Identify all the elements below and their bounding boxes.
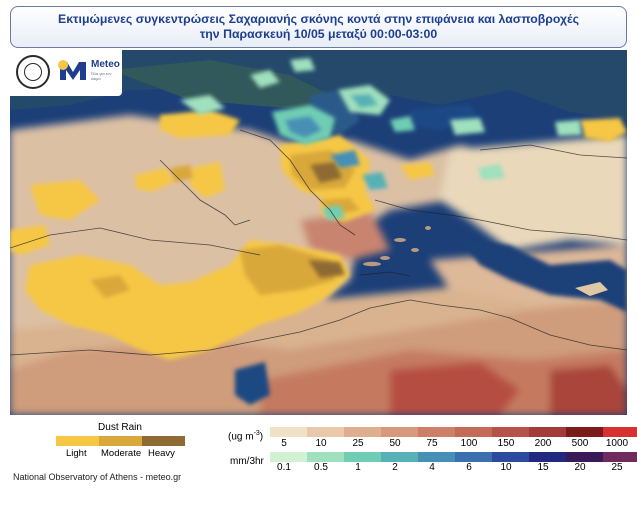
precip-tick-label: 0.5: [314, 462, 328, 473]
precip-swatch-7: [529, 452, 566, 462]
precip-tick-label: 4: [429, 462, 435, 473]
precip-tick-label: 15: [537, 462, 549, 473]
coastlines: [10, 129, 627, 356]
dust-rain-light-label: Light: [66, 448, 87, 459]
precip-tick-label: 25: [611, 462, 623, 473]
concentration-tick-label: 200: [534, 438, 552, 449]
precip-tick-label: 1: [355, 462, 361, 473]
concentration-swatch-7: [529, 427, 566, 437]
concentration-swatch-9: [603, 427, 637, 437]
concentration-swatch-5: [455, 427, 492, 437]
concentration-tick-label: 75: [426, 438, 438, 449]
map-title: Εκτιμώμενες συγκεντρώσεις Σαχαριανής σκό…: [10, 6, 627, 48]
dust-rain-moderate-label: Moderate: [101, 448, 142, 459]
dust-forecast-map: [10, 50, 627, 415]
balkan-land: [110, 60, 340, 110]
dust-rain-light-swatch: [56, 436, 99, 446]
precip-swatch-0: [270, 452, 307, 462]
dust-rain-heavy: [308, 162, 345, 278]
precip-swatch-5: [455, 452, 492, 462]
concentration-tick-label: 25: [352, 438, 364, 449]
precip-swatch-8: [566, 452, 603, 462]
meteo-logo-text: Meteo: [91, 59, 120, 70]
concentration-tick-label: 50: [389, 438, 401, 449]
meteo-logo-icon: [58, 60, 86, 80]
concentration-tick-label: 100: [460, 438, 478, 449]
dust-rain-legend-title: Dust Rain: [98, 422, 142, 433]
concentration-tick-label: 500: [571, 438, 589, 449]
precip-tick-label: 0.1: [277, 462, 291, 473]
concentration-swatch-6: [492, 427, 529, 437]
cyprus-island: [575, 282, 608, 296]
precip-swatch-2: [344, 452, 381, 462]
precip-tick-label: 6: [466, 462, 472, 473]
concentration-swatch-3: [381, 427, 418, 437]
precip-swatch-6: [492, 452, 529, 462]
aegean-islands: [363, 226, 431, 267]
credit-text: National Observatory of Athens - meteo.g…: [13, 472, 182, 482]
map-title-line2: την Παρασκευή 10/05 μεταξύ 00:00-03:00: [199, 27, 438, 41]
precip-tick-label: 2: [392, 462, 398, 473]
concentration-swatch-4: [418, 427, 455, 437]
map-title-line1: Εκτιμώμενες συγκεντρώσεις Σαχαριανής σκό…: [58, 12, 579, 26]
concentration-tick-label: 1000: [605, 438, 629, 449]
meteo-logo-tagline: Όλα για τον καιρό: [91, 71, 112, 81]
precip-color-scale: [270, 452, 637, 462]
precipitation-field: [180, 58, 582, 220]
precip-unit-label: mm/3hr: [230, 456, 264, 467]
concentration-swatch-8: [566, 427, 603, 437]
precip-swatch-3: [381, 452, 418, 462]
dust-rain-moderate-swatch: [99, 436, 142, 446]
concentration-tick-label: 5: [281, 438, 287, 449]
concentration-color-scale: [270, 427, 637, 437]
concentration-swatch-2: [344, 427, 381, 437]
concentration-unit-label: (ug m-3): [228, 430, 264, 443]
dust-rain-heavy-label: Heavy: [148, 448, 175, 459]
dust-rain-heavy-swatch: [142, 436, 185, 446]
concentration-tick-label: 150: [497, 438, 515, 449]
precip-tick-label: 10: [500, 462, 512, 473]
concentration-swatch-0: [270, 427, 307, 437]
map-canvas: [10, 50, 627, 415]
precip-swatch-1: [307, 452, 344, 462]
noa-seal-icon: [16, 55, 50, 89]
logo-box: Meteo Όλα για τον καιρό: [10, 50, 122, 96]
precip-tick-label: 20: [574, 462, 586, 473]
precip-swatch-9: [603, 452, 637, 462]
concentration-tick-label: 10: [315, 438, 327, 449]
concentration-swatch-1: [307, 427, 344, 437]
precip-swatch-4: [418, 452, 455, 462]
